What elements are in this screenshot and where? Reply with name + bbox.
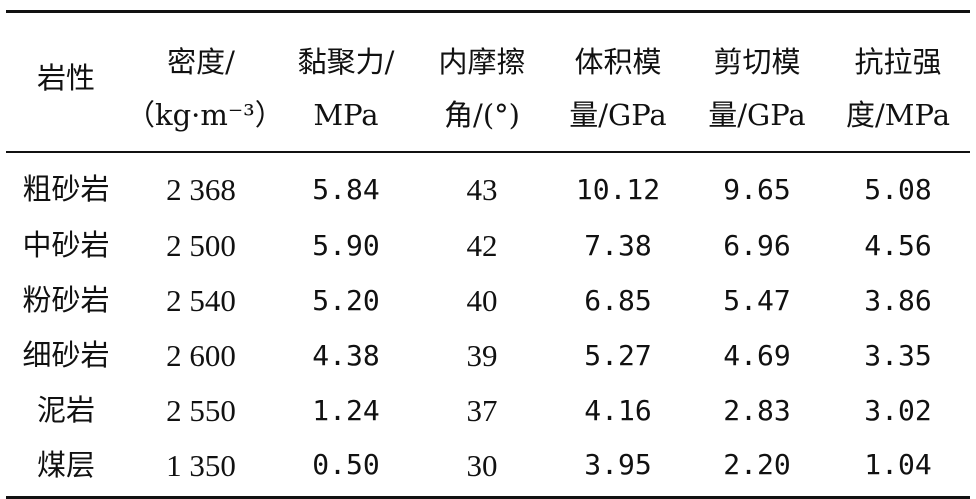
cell-density: 2 540 [166,283,236,318]
cell-tensile-strength: 4.56 [864,228,932,262]
cell-cohesion: 0.50 [276,438,416,499]
cell-tensile-strength: 3.86 [864,283,932,317]
cell-friction-angle: 30 [416,438,548,499]
header-bulk-modulus-line2: 量/GPa [548,85,688,153]
rock-properties-table: 岩性 密度/ 黏聚力/ 内摩擦 体积模 剪切模 抗拉强 （kg·m⁻³） MPa… [6,10,970,499]
cell-tensile-strength: 3.35 [864,338,932,372]
header-lithology: 岩性 [6,10,126,153]
cell-tensile-strength: 5.08 [864,172,932,206]
cell-shear-modulus: 2.20 [688,438,826,499]
cell-bulk-modulus: 3.95 [548,438,688,499]
cell-cohesion: 1.24 [312,393,380,427]
header-friction-angle-line2: 角/(°) [416,85,548,153]
cell-bulk-modulus: 6.85 [584,283,652,317]
cell-shear-modulus: 4.69 [723,338,791,372]
table-row: 粉砂岩 2 540 5.20 40 6.85 5.47 3.86 [6,273,970,328]
header-bulk-modulus-line1: 体积模 [548,10,688,85]
cell-shear-modulus: 2.83 [723,393,791,427]
cell-lithology: 粉砂岩 [22,283,110,317]
header-tensile-strength-line2: 度/MPa [826,85,970,153]
cell-bulk-modulus: 10.12 [575,172,661,206]
cell-shear-modulus: 9.65 [723,172,791,206]
header-density-line1: 密度/ [126,10,276,85]
cell-lithology: 粗砂岩 [22,172,110,206]
header-row-1: 岩性 密度/ 黏聚力/ 内摩擦 体积模 剪切模 抗拉强 [6,10,970,153]
cell-lithology: 中砂岩 [22,228,110,262]
cell-friction-angle: 43 [466,172,498,207]
cell-density: 2 500 [166,228,236,263]
cell-friction-angle: 40 [466,283,498,318]
table-row: 泥岩 2 550 1.24 37 4.16 2.83 3.02 [6,383,970,438]
cell-bulk-modulus: 7.38 [584,228,652,262]
table-row: 煤层 1 350 0.50 30 3.95 2.20 1.04 [6,438,970,499]
header-density-line2: （kg·m⁻³） [126,85,284,153]
cell-cohesion: 5.84 [312,172,380,206]
header-row-2: （kg·m⁻³） MPa 角/(°) 量/GPa 量/GPa 度/MPa [6,85,970,153]
cell-density: 2 550 [166,393,236,428]
cell-tensile-strength: 3.02 [864,393,932,427]
rock-properties-table-container: 岩性 密度/ 黏聚力/ 内摩擦 体积模 剪切模 抗拉强 （kg·m⁻³） MPa… [6,10,970,499]
cell-lithology: 细砂岩 [22,338,110,372]
cell-tensile-strength: 1.04 [826,438,970,499]
cell-cohesion: 4.38 [312,338,380,372]
cell-lithology: 泥岩 [36,393,95,427]
header-cohesion-line1: 黏聚力/ [276,10,416,85]
cell-friction-angle: 37 [466,393,498,428]
table-body: 粗砂岩 2 368 5.84 43 10.12 9.65 5.08 中砂岩 2 … [6,152,970,499]
cell-bulk-modulus: 5.27 [584,338,652,372]
cell-friction-angle: 42 [466,228,498,263]
table-row: 粗砂岩 2 368 5.84 43 10.12 9.65 5.08 [6,152,970,218]
header-cohesion-line2: MPa [276,85,416,153]
header-shear-modulus-line1: 剪切模 [688,10,826,85]
table-row: 细砂岩 2 600 4.38 39 5.27 4.69 3.35 [6,328,970,383]
table-header: 岩性 密度/ 黏聚力/ 内摩擦 体积模 剪切模 抗拉强 （kg·m⁻³） MPa… [6,10,970,153]
cell-density: 2 600 [166,338,236,373]
cell-shear-modulus: 5.47 [723,283,791,317]
header-friction-angle-line1: 内摩擦 [416,10,548,85]
header-shear-modulus-line2: 量/GPa [688,85,826,153]
cell-density: 1 350 [126,438,276,499]
header-tensile-strength-line1: 抗拉强 [826,10,970,85]
cell-cohesion: 5.20 [312,283,380,317]
cell-friction-angle: 39 [466,338,498,373]
cell-density: 2 368 [166,172,236,207]
table-row: 中砂岩 2 500 5.90 42 7.38 6.96 4.56 [6,218,970,273]
cell-cohesion: 5.90 [312,228,380,262]
cell-lithology: 煤层 [6,438,126,499]
cell-bulk-modulus: 4.16 [584,393,652,427]
cell-shear-modulus: 6.96 [723,228,791,262]
